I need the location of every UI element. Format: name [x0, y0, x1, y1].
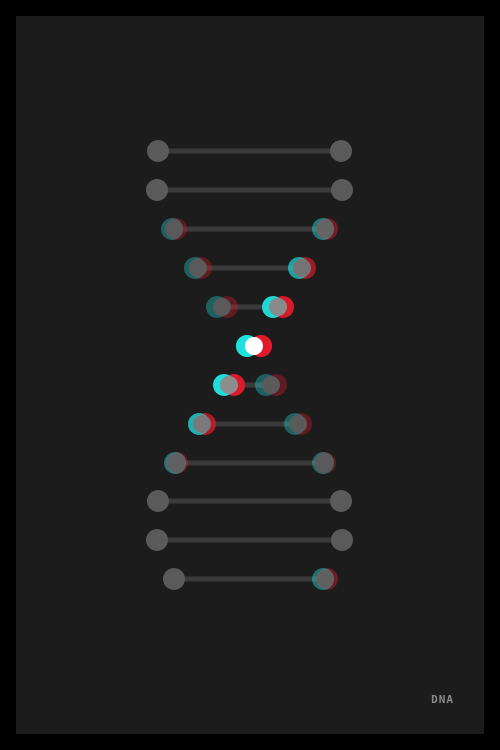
- node-left: [220, 376, 238, 394]
- node-left: [167, 454, 185, 472]
- node-right: [269, 298, 287, 316]
- node-right: [331, 529, 353, 551]
- node-left: [146, 179, 168, 201]
- rung: [229, 382, 271, 388]
- node-left: [147, 140, 169, 162]
- rung: [174, 226, 325, 232]
- node-left: [213, 298, 231, 316]
- base-pair-4: [184, 257, 316, 279]
- node-right: [289, 415, 307, 433]
- rung: [202, 421, 298, 427]
- base-pair-7: [213, 374, 287, 396]
- base-pair-3: [161, 218, 338, 240]
- node-right: [331, 179, 353, 201]
- base-pair-5: [206, 296, 294, 318]
- rung: [198, 265, 302, 271]
- node-right: [330, 490, 352, 512]
- base-pair-6: [236, 335, 272, 357]
- node-right: [262, 376, 280, 394]
- rung: [174, 576, 325, 582]
- node-left: [147, 490, 169, 512]
- rung: [222, 304, 278, 310]
- rung: [158, 498, 341, 504]
- base-pair-10: [147, 490, 352, 512]
- poster-background: [16, 16, 484, 734]
- node-left: [146, 529, 168, 551]
- caption-label: DNA: [431, 693, 454, 706]
- rung: [157, 537, 342, 543]
- rung: [157, 187, 342, 193]
- node-left: [165, 220, 183, 238]
- node-left: [245, 337, 263, 355]
- node-left: [189, 259, 207, 277]
- node-right: [316, 570, 334, 588]
- base-pair-12: [163, 568, 338, 590]
- node-left: [163, 568, 185, 590]
- node-right: [315, 454, 333, 472]
- base-pair-11: [146, 529, 353, 551]
- rung: [176, 460, 324, 466]
- rung: [158, 148, 341, 154]
- node-right: [330, 140, 352, 162]
- base-pair-2: [146, 179, 353, 201]
- base-pair-8: [188, 413, 312, 435]
- node-right: [293, 259, 311, 277]
- base-pair-1: [147, 140, 352, 162]
- node-left: [193, 415, 211, 433]
- node-right: [316, 220, 334, 238]
- base-pair-9: [164, 452, 336, 474]
